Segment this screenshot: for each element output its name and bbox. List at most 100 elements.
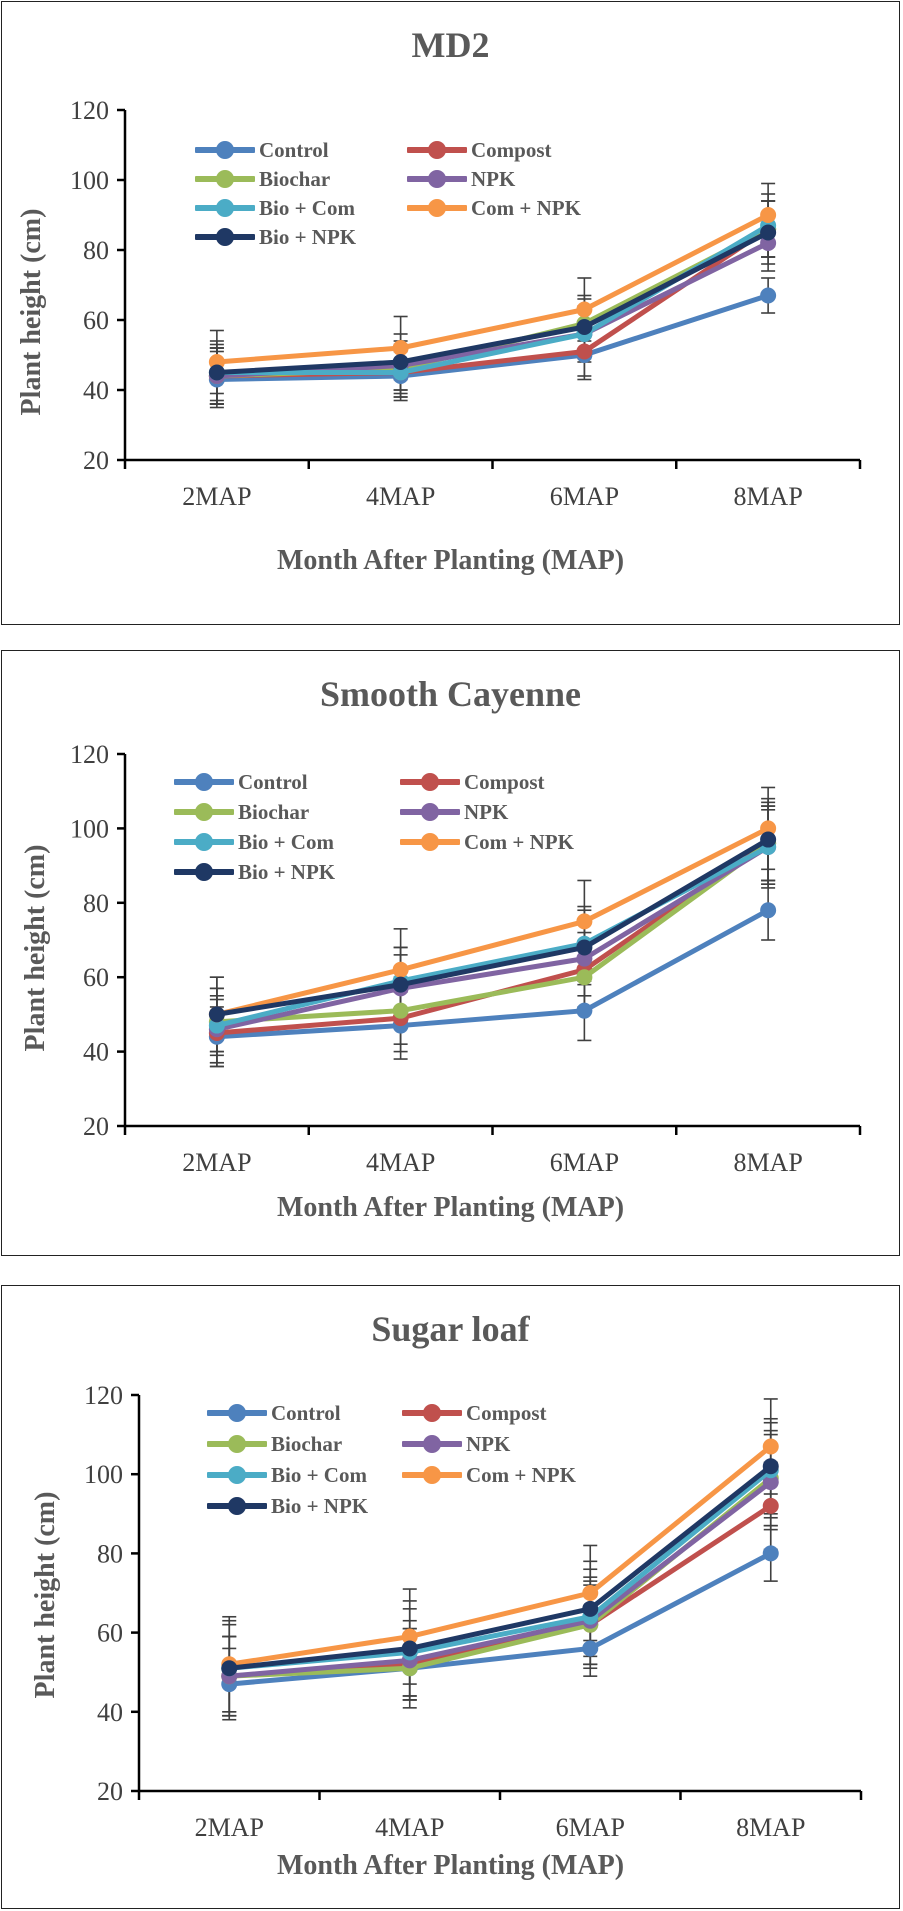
- y-tick-label: 100: [70, 814, 109, 843]
- data-point-npk: [576, 950, 593, 967]
- legend-swatch: [400, 800, 460, 824]
- legend-swatch: [174, 770, 234, 794]
- legend-label: Biochar: [259, 166, 331, 191]
- x-tick-label: 4MAP: [375, 1813, 444, 1842]
- data-point-com-plus-npk: [392, 340, 409, 356]
- series-line-biochar: [216, 841, 770, 1025]
- data-point-bio-plus-npk: [760, 831, 777, 848]
- chart-plot-area: 20 40 60 80 100 120 2MAP 4MAP 6MAP 8MAP: [84, 1381, 863, 1842]
- legend-item-control: Control: [195, 138, 329, 162]
- y-tick-label: 60: [83, 306, 109, 335]
- legend-item-bio-plus-com: Bio + Com: [195, 196, 355, 220]
- y-tick-label: 120: [70, 740, 109, 769]
- legend-swatch: [402, 1401, 462, 1425]
- legend-swatch: [195, 225, 255, 249]
- series-line-control: [216, 293, 769, 382]
- series-line-control: [229, 1551, 772, 1687]
- legend-swatch: [174, 800, 234, 824]
- data-point-bio-plus-com: [208, 1017, 225, 1034]
- legend-label: Control: [271, 1400, 341, 1425]
- legend-swatch: [195, 138, 255, 162]
- chart-plot-area: 20 40 60 80 100 120 2MAP 4MAP 6MAP 8MAP: [70, 740, 862, 1177]
- legend-item-npk: NPK: [402, 1432, 510, 1456]
- legend-swatch: [195, 196, 255, 220]
- x-tick-label: 8MAP: [736, 1813, 805, 1842]
- series-line-com-plus-npk: [228, 1444, 773, 1667]
- legend-label: Com + NPK: [471, 195, 581, 220]
- chart-panel-smooth-cayenne: Smooth Cayenne Plant height (cm) Month A…: [1, 650, 900, 1256]
- legend-label: Bio + NPK: [238, 859, 336, 884]
- x-tick-label: 6MAP: [550, 482, 619, 511]
- legend-label: NPK: [471, 166, 516, 191]
- legend-swatch: [174, 860, 234, 884]
- legend-item-com-plus-npk: Com + NPK: [400, 830, 574, 854]
- y-tick-label: 80: [97, 1539, 123, 1568]
- y-tick-label: 20: [83, 446, 109, 475]
- x-axis-label: Month After Planting (MAP): [276, 545, 625, 576]
- x-tick-label: 4MAP: [366, 482, 435, 511]
- legend-label: Biochar: [271, 1431, 343, 1456]
- data-point-com-plus-npk: [401, 1628, 418, 1645]
- chart-panel-sugar-loaf: Sugar loaf Plant height (cm) Month After…: [1, 1285, 900, 1909]
- data-point-control: [760, 902, 777, 919]
- legend-label: Bio + NPK: [259, 224, 357, 249]
- legend-item-biochar: Biochar: [207, 1432, 342, 1456]
- legend-label: Compost: [466, 1400, 547, 1425]
- y-tick-label: 20: [97, 1777, 123, 1806]
- y-tick-label: 100: [84, 1460, 123, 1489]
- legend-swatch: [402, 1463, 462, 1487]
- legend-swatch: [400, 830, 460, 854]
- chart-title: Smooth Cayenne: [319, 674, 582, 714]
- series-line-control: [216, 908, 770, 1040]
- data-point-control: [576, 1002, 593, 1019]
- series-line-bio-plus-npk: [216, 230, 770, 375]
- data-point-com-plus-npk: [760, 820, 777, 837]
- data-point-bio-plus-npk: [392, 354, 409, 370]
- data-point-com-plus-npk: [582, 1585, 599, 1601]
- legend-label: Control: [238, 769, 308, 794]
- legend-item-com-plus-npk: Com + NPK: [407, 196, 581, 220]
- x-axis-label: Month After Planting (MAP): [276, 1192, 625, 1223]
- legend-swatch: [207, 1401, 267, 1425]
- legend-label: Bio + Com: [259, 195, 355, 220]
- data-point-npk: [762, 1474, 779, 1491]
- legend-label: Bio + Com: [238, 829, 334, 854]
- x-tick-label: 4MAP: [366, 1148, 435, 1177]
- legend-swatch: [207, 1432, 267, 1456]
- x-tick-label: 6MAP: [556, 1813, 625, 1842]
- data-point-bio-plus-npk: [576, 319, 593, 335]
- data-point-biochar: [576, 969, 593, 986]
- legend-item-bio-plus-com: Bio + Com: [174, 830, 334, 854]
- data-point-bio-plus-npk: [392, 976, 409, 993]
- data-point-com-plus-npk: [576, 913, 593, 930]
- data-point-compost: [576, 343, 593, 360]
- x-tick-label: 8MAP: [733, 482, 802, 511]
- data-point-compost: [762, 1497, 779, 1514]
- legend-item-bio-plus-com: Bio + Com: [207, 1463, 367, 1487]
- data-point-biochar: [392, 1002, 409, 1019]
- series-line-com-plus-npk: [216, 212, 770, 365]
- legend-swatch: [400, 770, 460, 794]
- legend-swatch: [407, 167, 467, 191]
- legend-label: NPK: [466, 1431, 511, 1456]
- data-point-control: [762, 1545, 779, 1562]
- legend-label: Com + NPK: [464, 829, 574, 854]
- y-tick-label: 80: [83, 236, 109, 265]
- legend-swatch: [407, 138, 467, 162]
- legend-item-npk: NPK: [400, 800, 508, 824]
- data-point-bio-plus-npk: [762, 1458, 779, 1475]
- legend-item-compost: Compost: [400, 770, 545, 794]
- y-tick-label: 40: [83, 376, 109, 405]
- legend-label: Control: [259, 137, 329, 162]
- legend-swatch: [207, 1463, 267, 1487]
- legend-label: Compost: [464, 769, 545, 794]
- x-axis-label: Month After Planting (MAP): [276, 1850, 625, 1881]
- legend-label: NPK: [464, 799, 509, 824]
- legend-item-control: Control: [174, 770, 308, 794]
- legend-item-compost: Compost: [407, 138, 552, 162]
- legend-label: Bio + NPK: [271, 1493, 369, 1518]
- y-tick-label: 40: [97, 1698, 123, 1727]
- data-point-bio-plus-npk: [582, 1600, 599, 1617]
- y-tick-label: 20: [83, 1112, 109, 1141]
- series-line-npk: [229, 1480, 773, 1679]
